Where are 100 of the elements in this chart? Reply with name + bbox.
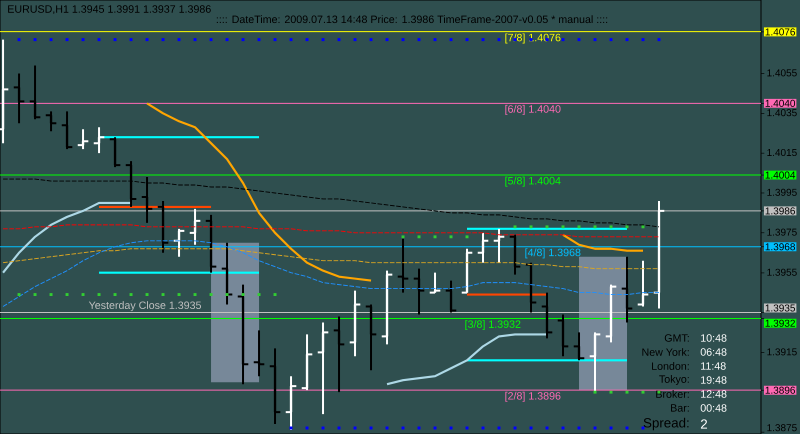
point xyxy=(530,225,532,228)
y-tick-label: 1.3932 xyxy=(766,320,795,327)
point xyxy=(578,38,580,42)
point xyxy=(466,38,468,42)
point xyxy=(386,426,388,430)
point xyxy=(258,293,260,296)
point xyxy=(274,293,276,296)
point xyxy=(162,293,165,296)
point xyxy=(594,38,596,42)
point xyxy=(434,426,436,430)
y-tick-label: 1.3986 xyxy=(766,207,796,214)
point xyxy=(642,390,644,394)
point xyxy=(210,38,213,42)
point xyxy=(514,426,516,430)
point xyxy=(562,225,564,228)
ref-line-label: [3/8] 1.3932 xyxy=(465,320,520,330)
point xyxy=(658,38,660,42)
point xyxy=(498,38,500,42)
point xyxy=(578,426,580,430)
point xyxy=(626,38,628,42)
point xyxy=(610,225,612,228)
y-tick-label: 1.4035 xyxy=(767,109,797,116)
y-tick-label: 1.4040 xyxy=(766,100,796,107)
text: 2 xyxy=(700,419,708,429)
point xyxy=(610,426,612,430)
point xyxy=(242,38,245,42)
point xyxy=(82,293,85,296)
text: 06:48 xyxy=(700,348,726,356)
point xyxy=(34,38,37,42)
point xyxy=(354,38,356,42)
point xyxy=(626,225,628,228)
text: 19:48 xyxy=(701,376,726,384)
point xyxy=(178,293,181,296)
point xyxy=(130,293,133,296)
ref-line-label: [5/8] 1.4004 xyxy=(505,176,561,187)
annotation: Tokyo: xyxy=(659,375,689,385)
y-tick-label: 1.3935 xyxy=(766,304,796,312)
point xyxy=(162,38,165,42)
point xyxy=(530,426,532,430)
y-tick-label: 1.3975 xyxy=(767,228,797,236)
point xyxy=(50,293,53,296)
ref-line-label: [4/8] 1.3968 xyxy=(525,248,580,258)
point xyxy=(98,38,101,42)
point xyxy=(306,38,308,42)
text: 11:48 xyxy=(701,362,726,370)
y-tick-label: 1.3915 xyxy=(767,348,797,356)
text: Bar: xyxy=(671,404,689,412)
point xyxy=(594,225,596,228)
annotation: Broker: xyxy=(656,390,689,398)
annotation: New York: xyxy=(642,348,689,356)
point xyxy=(594,390,596,394)
y-tick-label: 1.4076 xyxy=(766,28,796,36)
point xyxy=(130,38,133,42)
point xyxy=(146,293,149,296)
y-tick-label: 1.3968 xyxy=(766,243,796,250)
point xyxy=(18,293,21,296)
annotation: London: xyxy=(652,362,689,370)
point xyxy=(482,38,484,42)
point xyxy=(418,235,420,238)
point xyxy=(82,38,85,42)
point xyxy=(418,426,420,430)
ref-line-label: [6/8] 1.4040 xyxy=(505,104,561,115)
point xyxy=(306,426,308,430)
y-tick-label: 1.3896 xyxy=(766,386,796,394)
point xyxy=(354,426,356,430)
point xyxy=(370,38,372,42)
point xyxy=(98,293,101,296)
y-tick-label: 1.3875 xyxy=(767,424,797,432)
text: 12:48 xyxy=(701,390,726,398)
point xyxy=(642,225,644,228)
point xyxy=(178,38,181,42)
point xyxy=(466,426,468,430)
point xyxy=(146,38,149,42)
point xyxy=(610,38,612,42)
point xyxy=(338,38,340,42)
point xyxy=(18,38,21,42)
point xyxy=(434,235,436,238)
point xyxy=(290,38,292,42)
point xyxy=(562,38,564,42)
point xyxy=(450,426,452,430)
point xyxy=(370,426,372,430)
point xyxy=(402,235,404,238)
point xyxy=(274,38,276,42)
point xyxy=(450,38,452,42)
annotation: Spread: xyxy=(644,418,689,430)
point xyxy=(546,426,548,430)
point xyxy=(50,38,53,42)
point xyxy=(610,390,612,394)
point xyxy=(578,225,580,228)
point xyxy=(482,426,484,430)
point xyxy=(194,38,197,42)
point xyxy=(226,293,229,296)
point xyxy=(402,38,404,42)
point xyxy=(626,426,628,430)
point xyxy=(418,38,420,42)
point xyxy=(322,426,324,430)
point xyxy=(562,426,564,430)
text: :::: DateTime: 2009.07.13 14:48 Price: 1.3986 TimeFrame-2007-v0.05 * manual :::: xyxy=(216,15,608,24)
point xyxy=(626,390,628,394)
y-tick-label: 1.3955 xyxy=(767,268,797,276)
